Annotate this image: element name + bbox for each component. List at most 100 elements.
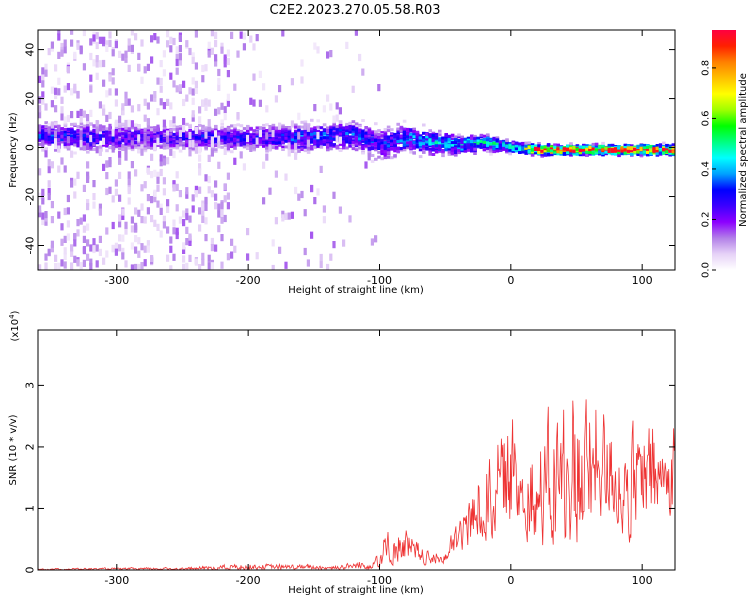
spectrogram-cell xyxy=(306,136,311,140)
spectrogram-speckle xyxy=(258,130,262,138)
spectrogram-cell xyxy=(82,136,87,140)
spectrogram-cell xyxy=(473,137,477,141)
spectrogram-cell xyxy=(636,144,640,148)
spectrogram-cell xyxy=(345,134,349,138)
spectrogram-speckle xyxy=(108,31,112,39)
spectrogram-speckle xyxy=(201,99,205,107)
spectrogram-speckle xyxy=(60,259,64,267)
spectrogram-speckle xyxy=(124,55,128,63)
spectrogram-speckle xyxy=(41,217,45,226)
spectrogram-cell xyxy=(137,150,141,154)
spectrogram-speckle xyxy=(63,207,67,216)
spectrogram-cell xyxy=(114,135,119,139)
spectrogram-speckle xyxy=(76,90,80,99)
spectrogram-cell xyxy=(322,132,327,136)
spectrogram-speckle xyxy=(108,88,112,96)
spectrogram-cell xyxy=(313,140,317,144)
spectrogram-cell xyxy=(105,139,109,143)
spectrogram-speckle xyxy=(153,33,157,41)
spectrogram-cell xyxy=(63,139,68,143)
spectrogram-speckle xyxy=(76,229,80,237)
spectrogram-cell xyxy=(66,145,71,149)
spectrogram-speckle xyxy=(274,170,278,178)
spectrogram-cell xyxy=(434,141,439,145)
spectrogram-cell xyxy=(178,149,183,153)
spectrogram-cell xyxy=(329,136,333,140)
spectrogram-cell xyxy=(630,147,634,151)
spectrogram-speckle xyxy=(38,75,42,83)
spectrogram-speckle xyxy=(66,83,70,91)
spectrogram-cell xyxy=(262,141,266,145)
spectrogram-speckle xyxy=(178,190,182,198)
spectrogram-cell xyxy=(380,141,384,145)
spectrogram-speckle xyxy=(70,88,74,96)
spectrogram-cell xyxy=(191,130,196,134)
spectrogram-speckle xyxy=(121,103,125,111)
spectrogram-cell xyxy=(73,130,77,134)
spectrogram-cell xyxy=(105,129,109,133)
spectrogram-cell xyxy=(591,149,596,153)
spectrogram-cell xyxy=(418,134,423,138)
spectrogram-cell xyxy=(463,145,468,149)
spectrogram-cell xyxy=(390,133,394,136)
spectrogram-cell xyxy=(354,142,359,146)
spectrogram-speckle xyxy=(262,197,266,205)
spectrogram-cell xyxy=(140,140,144,144)
spectrogram-cell xyxy=(524,144,528,148)
spectrogram-cell xyxy=(172,127,176,131)
spectrogram-speckle xyxy=(166,199,170,207)
spectrogram-cell xyxy=(271,146,276,150)
spectrogram-cell xyxy=(428,133,432,137)
spectrogram-speckle xyxy=(98,36,102,44)
spectrogram-cell xyxy=(358,141,362,145)
spectrogram-speckle xyxy=(214,108,218,116)
spectrogram-speckle xyxy=(226,192,230,200)
spectrogram-cell xyxy=(354,148,359,152)
spectrogram-speckle xyxy=(98,208,102,216)
spectrogram-cell xyxy=(92,129,96,133)
spectrogram-speckle xyxy=(41,197,45,205)
spectrogram-cell xyxy=(252,138,256,142)
spectrogram-cell xyxy=(527,150,532,153)
spectrogram-cell xyxy=(290,138,295,142)
spectrogram-cell xyxy=(566,148,570,152)
spectrogram-cell xyxy=(89,122,93,126)
spectrogram-cell xyxy=(626,146,631,150)
spectrogram-speckle xyxy=(124,50,128,58)
spectrogram-cell xyxy=(118,147,122,151)
spectrogram-cell xyxy=(434,136,439,140)
spectrogram-speckle xyxy=(105,187,109,196)
spectrogram-cell xyxy=(438,147,442,151)
spectrogram-cell xyxy=(556,143,560,147)
spectrogram-cell xyxy=(86,128,90,132)
spectrogram-cell xyxy=(150,131,154,135)
spectrogram-speckle xyxy=(82,110,86,118)
spectrogram-cell xyxy=(370,138,375,142)
spectrogram-cell xyxy=(92,132,96,136)
spectrogram-speckle xyxy=(44,63,48,71)
spectrogram-speckle xyxy=(137,52,141,60)
spectrogram-cell xyxy=(466,140,471,144)
spectrogram-speckle xyxy=(182,263,186,270)
spectrogram-cell xyxy=(374,139,378,142)
spectrogram-speckle xyxy=(89,262,93,270)
spectrogram-speckle xyxy=(294,143,298,151)
spectrogram-cell xyxy=(114,133,119,137)
spectrogram-speckle xyxy=(175,183,179,191)
spectrogram-speckle xyxy=(134,263,138,270)
spectrogram-cell xyxy=(297,125,301,129)
spectrogram-speckle xyxy=(102,79,106,87)
spectrogram-speckle xyxy=(140,39,144,47)
spectrogram-cell xyxy=(412,133,416,137)
spectrogram-cell xyxy=(646,148,650,152)
spectrogram-speckle xyxy=(262,83,266,91)
spectrogram-cell xyxy=(498,145,503,149)
spectrogram-cell xyxy=(457,139,461,143)
spectrogram-cell xyxy=(505,145,509,148)
spectrogram-cell xyxy=(246,129,250,133)
spectrogram-cell xyxy=(220,138,224,142)
spectrogram-cell xyxy=(454,141,458,145)
spectrogram-cell xyxy=(258,126,263,130)
spectrogram-speckle xyxy=(162,158,166,166)
spectrogram-speckle xyxy=(137,63,141,71)
